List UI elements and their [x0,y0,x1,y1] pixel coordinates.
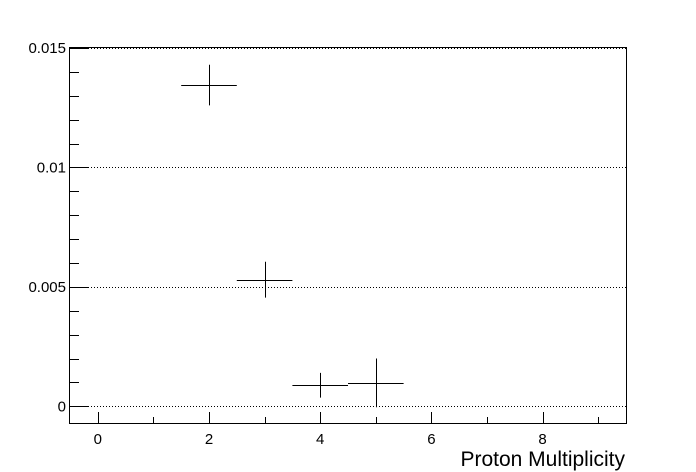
y-tick-label: 0 [58,398,66,415]
y-tick-label: 0.015 [28,40,66,57]
axis-ticks [70,48,599,423]
data-point [181,64,237,106]
x-tick-label: 6 [427,431,435,448]
x-tick-label: 8 [538,431,546,448]
data-point [236,261,293,298]
data-point [348,358,404,408]
plot-frame [69,47,627,424]
x-tick-label: 0 [94,431,102,448]
data-points [181,64,404,408]
tick-labels: 0 2 4 6 8 0 0.005 0.01 0.015 [28,40,546,448]
data-point [292,372,348,398]
x-axis-title: Proton Multiplicity [460,448,625,471]
x-tick-label: 2 [205,431,213,448]
x-tick-label: 4 [316,431,324,448]
y-tick-label: 0.005 [28,279,66,296]
y-tick-label: 0.01 [37,159,66,176]
